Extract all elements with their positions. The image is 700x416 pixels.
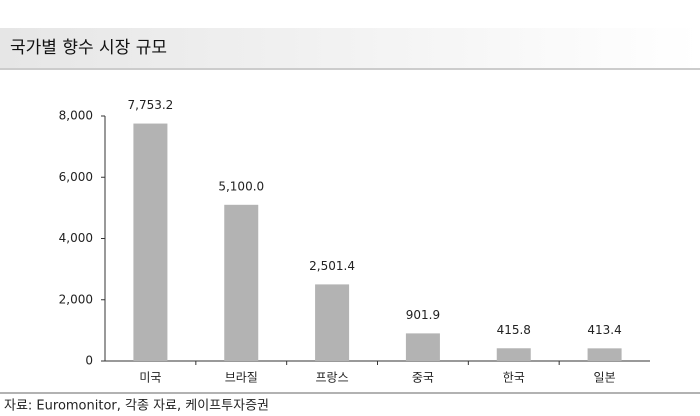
chart-title: 국가별 향수 시장 규모 bbox=[10, 38, 167, 58]
value-label: 413.4 bbox=[587, 323, 621, 337]
y-tick-label: 6,000 bbox=[59, 170, 93, 184]
x-tick-label: 일본 bbox=[594, 371, 616, 385]
y-tick-label: 4,000 bbox=[59, 231, 93, 245]
value-label: 415.8 bbox=[497, 323, 531, 337]
value-label: 5,100.0 bbox=[218, 179, 264, 193]
bar bbox=[224, 204, 259, 361]
bar bbox=[496, 348, 531, 361]
bar bbox=[133, 123, 168, 361]
x-tick-label: 브라질 bbox=[225, 371, 258, 385]
y-tick-label: 2,000 bbox=[59, 292, 93, 306]
bar bbox=[587, 348, 622, 361]
value-label: 2,501.4 bbox=[309, 259, 355, 273]
source: 자료: Euromonitor, 각종 자료, 케이프투자증권 bbox=[4, 399, 269, 414]
x-tick-label: 미국 bbox=[139, 371, 161, 385]
value-label: 901.9 bbox=[406, 308, 440, 322]
x-tick-label: 중국 bbox=[412, 371, 434, 385]
y-tick-label: 0 bbox=[85, 354, 93, 368]
x-tick-label: 한국 bbox=[503, 371, 525, 385]
x-tick-label: 프랑스 bbox=[316, 371, 349, 385]
value-label: 7,753.2 bbox=[128, 98, 174, 112]
bar bbox=[405, 333, 440, 361]
bar bbox=[315, 284, 350, 361]
y-tick-label: 8,000 bbox=[59, 109, 93, 123]
header-band bbox=[0, 28, 700, 68]
